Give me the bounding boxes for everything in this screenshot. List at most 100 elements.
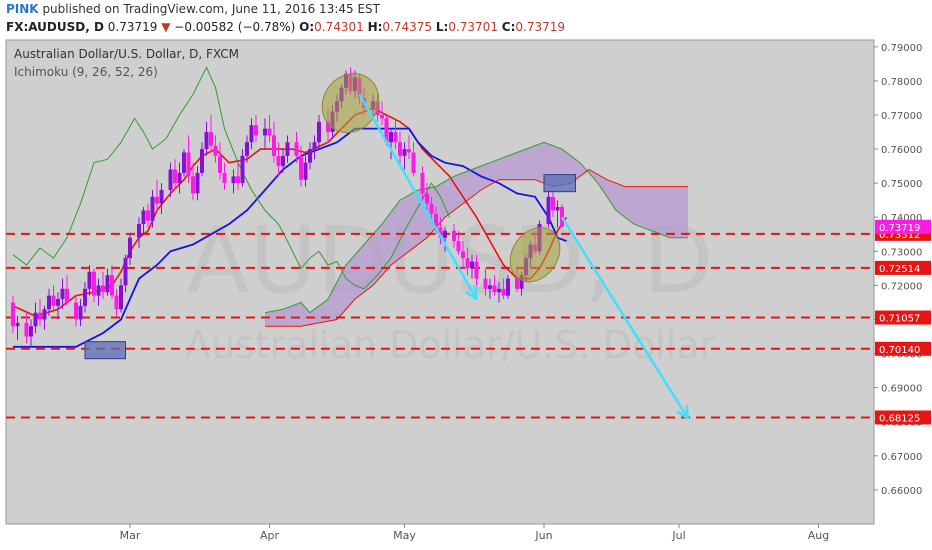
level-price-label: 0.71057: [879, 314, 920, 325]
level-price-label: 0.68125: [879, 413, 920, 424]
close-label: C:: [501, 20, 516, 34]
candle-body: [402, 149, 407, 156]
price-axis[interactable]: 0.79000 0.78000 0.77000 0.76000 0.75000 0.740…: [873, 40, 932, 524]
candle-body: [492, 285, 497, 293]
price-tick-label: 0.76000: [881, 145, 922, 156]
candle-body: [267, 128, 272, 136]
open-value: 0.74301: [314, 20, 364, 34]
candle-body: [74, 302, 78, 320]
candle-body: [281, 155, 285, 167]
candle-body: [308, 149, 312, 163]
candle-body: [294, 142, 299, 156]
candle-body: [78, 305, 83, 320]
candle-body: [546, 196, 551, 225]
candle-body: [398, 142, 402, 156]
candle-body: [272, 135, 276, 156]
annotations: [84, 73, 690, 420]
price-tick-label: 0.69000: [881, 384, 922, 395]
candle-body: [65, 288, 69, 303]
candle-body: [42, 309, 47, 320]
candle-body: [285, 142, 290, 156]
candle-body: [60, 288, 65, 300]
candle-body: [249, 125, 254, 143]
candle-body: [141, 210, 146, 225]
candle-body: [276, 155, 281, 167]
arrow-head: [474, 285, 478, 300]
candle-body: [38, 312, 42, 320]
candle-body: [222, 172, 227, 184]
candle-body: [555, 207, 560, 211]
price-tick-label: 0.72000: [881, 281, 922, 292]
candle-body: [33, 312, 38, 327]
level-price-tag: [875, 410, 931, 425]
candle-body: [218, 155, 222, 173]
arrow-head: [676, 410, 689, 420]
candle-body: [456, 241, 461, 252]
low-label: L:: [435, 20, 449, 34]
candle-body: [488, 285, 492, 289]
price-tick-label: 0.75000: [881, 179, 922, 190]
candle-body: [474, 261, 479, 279]
arrow-head: [685, 405, 690, 419]
candle-body: [51, 295, 56, 306]
price-tick-label: 0.77000: [881, 111, 922, 122]
candle-body: [47, 295, 51, 310]
candle-body: [137, 224, 141, 238]
candle-body: [560, 207, 564, 227]
watermark-symbol: AUDUSD, D: [186, 207, 713, 314]
price-tick-label: 0.67000: [881, 452, 922, 463]
arrow-head: [465, 290, 478, 301]
candle-body: [87, 271, 92, 289]
price-tick-label: 0.73000: [881, 247, 922, 258]
candle-body: [465, 258, 470, 269]
high-value: 0.74375: [382, 20, 433, 34]
candle-body: [515, 278, 519, 289]
projection-arrow: [560, 216, 690, 420]
candle-body: [96, 285, 101, 296]
marker-box: [84, 341, 126, 360]
plot-area[interactable]: [5, 39, 875, 525]
high-label: H:: [367, 20, 383, 34]
candle-body: [263, 128, 267, 136]
chart-title: Australian Dollar/U.S. Dollar, D, FXCM: [14, 47, 239, 61]
candle-body: [204, 132, 209, 150]
low-value: 0.73701: [448, 20, 498, 34]
candle-body: [443, 230, 447, 238]
candle-body: [173, 169, 177, 184]
candle-body: [407, 149, 411, 153]
candle-body: [425, 193, 429, 204]
candle-body: [11, 302, 15, 327]
symbol-label: FX:AUDUSD, D: [6, 20, 104, 34]
candle-body: [501, 288, 506, 296]
candle-body: [240, 155, 245, 184]
candle-body: [83, 288, 87, 306]
candle-body: [254, 125, 258, 136]
candle-body: [434, 213, 438, 228]
candle-body: [470, 261, 474, 269]
candle-body: [551, 196, 555, 211]
price-tick-label: 0.79000: [881, 43, 922, 54]
candle-body: [231, 176, 236, 184]
published-text: published on TradingView.com, June 11, 2…: [42, 2, 380, 16]
open-label: O:: [299, 20, 315, 34]
candle-body: [303, 162, 308, 180]
candle-body: [438, 227, 443, 238]
candle-body: [191, 176, 195, 194]
marker-box: [543, 174, 576, 193]
level-price-label: 0.72514: [879, 264, 920, 275]
candle-body: [236, 176, 240, 184]
candle-body: [299, 155, 303, 180]
time-axis[interactable]: Mar Apr May Jun Jul Aug: [0, 523, 874, 550]
time-tick-label: Apr: [260, 529, 280, 542]
level-price-tag: [875, 310, 931, 325]
candle-body: [24, 322, 29, 337]
candle-body: [195, 172, 200, 194]
candle-body: [159, 189, 164, 204]
watermark: AUDUSD, D Australian Dollar/U.S. Dollar: [185, 207, 716, 367]
line-chikou: [12, 66, 450, 290]
candle-body: [326, 121, 330, 133]
candle-body: [92, 271, 96, 296]
candle-body: [506, 278, 510, 296]
publisher-name[interactable]: PINK: [6, 2, 39, 16]
